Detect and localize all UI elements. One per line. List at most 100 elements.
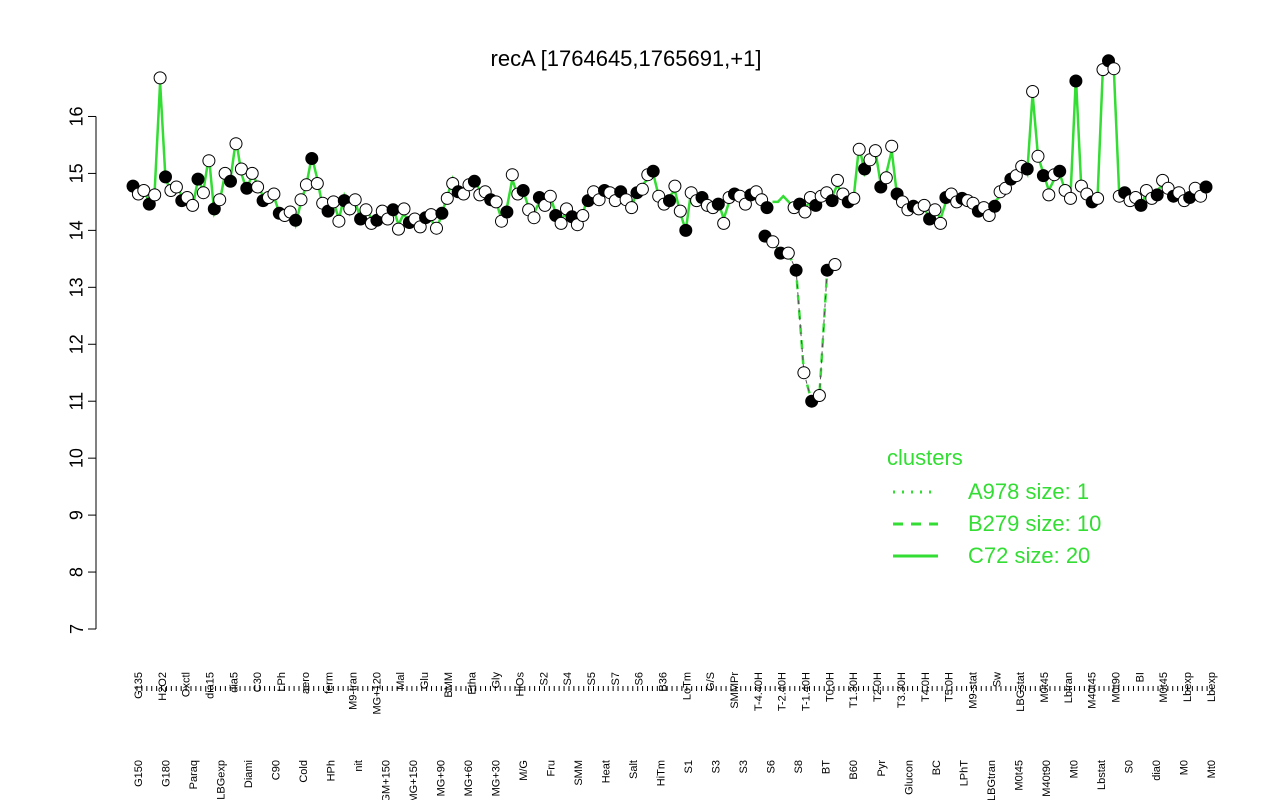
- data-point: [1020, 162, 1034, 176]
- data-point: [1031, 149, 1045, 163]
- x-tick-label-top-22: B36: [657, 672, 669, 692]
- data-point-dashed: [828, 258, 842, 271]
- x-tick-label-top-21: S6: [634, 672, 646, 685]
- x-tick-label-bottom-11: MG+90: [436, 760, 448, 796]
- data-point: [668, 179, 682, 193]
- data-point: [169, 180, 183, 194]
- x-axis-ticks: G135 H2O2 Oxctl dia15 dia5 C30 LPh aero ferm M9-t…: [133, 671, 1218, 800]
- data-point: [289, 213, 303, 227]
- x-tick-label-bottom-14: M/G: [518, 760, 530, 781]
- x-tick-label-top-11: Mal: [395, 672, 407, 690]
- data-point: [646, 164, 660, 178]
- x-tick-label-bottom-9: GM+150: [381, 760, 393, 800]
- x-tick-label-top-39: Lbtran: [1063, 672, 1075, 703]
- x-tick-label-bottom-17: Heat: [601, 760, 613, 783]
- data-point: [186, 198, 200, 212]
- data-point: [1091, 191, 1105, 205]
- data-point-dashed: [812, 389, 826, 402]
- data-point: [1107, 62, 1121, 76]
- data-point: [196, 186, 210, 200]
- x-tick-label-bottom-6: Cold: [298, 760, 310, 783]
- x-tick-label-bottom-30: LPhT: [958, 760, 970, 787]
- x-tick-label-top-43: M0t45: [1158, 672, 1170, 703]
- y-axis: 7 8 9 10 11 12 13 14 15 16: [67, 106, 97, 634]
- y-tick-label-3: 10: [67, 448, 87, 468]
- x-tick-label-bottom-5: C90: [270, 760, 282, 780]
- y-tick-label-1: 8: [67, 567, 87, 577]
- data-point: [305, 152, 319, 165]
- x-tick-label-top-25: SMMPr: [729, 672, 741, 709]
- x-tick-label-bottom-20: S1: [683, 760, 695, 773]
- x-tick-label-bottom-24: S8: [793, 760, 805, 773]
- data-point: [1150, 188, 1164, 202]
- data-point: [798, 205, 812, 219]
- data-point: [489, 195, 503, 209]
- data-point: [711, 197, 725, 211]
- x-tick-label-bottom-27: Pyr: [876, 760, 888, 777]
- data-point: [348, 193, 362, 207]
- x-tick-label-bottom-37: dia0: [1151, 760, 1163, 781]
- series-solid-line-a: [132, 82, 768, 234]
- data-point: [879, 171, 893, 185]
- series-layer: [132, 63, 1208, 404]
- x-tick-label-bottom-29: BC: [931, 760, 943, 775]
- data-point: [717, 216, 731, 230]
- data-point: [229, 137, 243, 151]
- data-point: [1036, 169, 1050, 183]
- x-tick-label-bottom-25: BT: [821, 760, 833, 774]
- data-point: [625, 201, 639, 215]
- x-tick-label-top-3: dia15: [204, 672, 216, 699]
- x-tick-label-bottom-33: M40t90: [1041, 760, 1053, 797]
- data-point: [359, 203, 373, 217]
- x-tick-label-bottom-34: Mt0: [1068, 760, 1080, 778]
- x-tick-label-top-13: BMM: [443, 672, 455, 698]
- y-tick-label-2: 9: [67, 510, 87, 520]
- points-layer: [126, 54, 1213, 408]
- y-tick-label-0: 7: [67, 624, 87, 634]
- data-point: [267, 187, 281, 201]
- data-point: [554, 216, 568, 230]
- x-tick-label-top-24: G/S: [705, 672, 717, 691]
- data-point: [392, 222, 405, 236]
- x-tick-label-top-15: Gly: [491, 672, 503, 689]
- x-tick-label-top-27: T-2.40H: [777, 672, 789, 711]
- x-tick-label-top-4: dia5: [228, 672, 240, 693]
- x-tick-label-bottom-36: S0: [1123, 760, 1135, 773]
- x-tick-label-top-12: Glu: [419, 672, 431, 689]
- legend-label-0: A978 size: 1: [968, 479, 1089, 504]
- x-tick-label-top-10: MG+120: [371, 672, 383, 715]
- x-tick-label-top-16: HiOs: [514, 672, 526, 697]
- x-tick-label-bottom-35: Lbstat: [1096, 760, 1108, 790]
- x-tick-label-top-7: aero: [300, 672, 312, 694]
- data-point-dashed: [789, 263, 803, 277]
- x-tick-label-top-20: S7: [610, 672, 622, 685]
- data-point: [148, 188, 162, 202]
- data-point: [397, 202, 411, 216]
- x-tick-label-bottom-10: MG+150: [408, 760, 420, 800]
- x-tick-label-top-17: S2: [538, 672, 550, 685]
- data-point: [202, 154, 216, 168]
- data-point: [386, 203, 400, 217]
- data-point-dashed: [766, 235, 780, 249]
- x-tick-label-top-8: ferm: [324, 672, 336, 694]
- x-tick-label-top-33: T4.0H: [920, 672, 932, 702]
- y-tick-label-4: 11: [67, 392, 87, 411]
- x-tick-label-top-18: S4: [562, 672, 574, 685]
- data-point: [988, 199, 1002, 213]
- series-dashed-overlay: [764, 235, 836, 403]
- x-tick-label-bottom-38: M0: [1178, 760, 1190, 775]
- x-tick-label-bottom-21: S3: [711, 760, 723, 773]
- data-point: [224, 174, 237, 188]
- x-tick-label-top-19: S5: [586, 672, 598, 685]
- data-point: [332, 214, 346, 228]
- x-tick-label-top-0: G135: [133, 672, 145, 699]
- data-point: [430, 221, 443, 235]
- x-tick-label-top-40: M40t45: [1087, 672, 1099, 709]
- y-tick-label-7: 14: [67, 220, 87, 240]
- data-point: [576, 209, 590, 222]
- x-tick-label-top-42: BI: [1134, 672, 1146, 682]
- data-point: [852, 142, 866, 156]
- data-point: [1199, 180, 1213, 194]
- data-point: [440, 191, 454, 205]
